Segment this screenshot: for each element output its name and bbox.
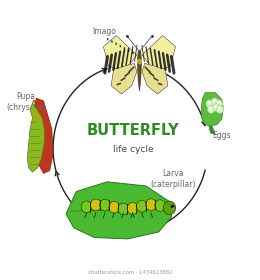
Text: life cycle: life cycle — [113, 145, 153, 154]
Polygon shape — [142, 36, 176, 72]
Circle shape — [213, 104, 220, 111]
Polygon shape — [137, 51, 141, 91]
Polygon shape — [201, 93, 223, 126]
Circle shape — [136, 200, 147, 212]
Text: Pupa
(chrysalis): Pupa (chrysalis) — [6, 92, 46, 113]
Polygon shape — [111, 40, 113, 43]
Circle shape — [81, 201, 92, 213]
Polygon shape — [142, 63, 168, 94]
Circle shape — [207, 106, 215, 113]
Polygon shape — [66, 182, 172, 239]
Polygon shape — [132, 51, 134, 54]
Polygon shape — [209, 126, 216, 134]
Polygon shape — [34, 98, 53, 173]
Polygon shape — [107, 38, 108, 41]
Text: BUTTERFLY: BUTTERFLY — [87, 123, 179, 138]
Polygon shape — [103, 36, 137, 72]
Polygon shape — [115, 42, 117, 45]
Circle shape — [109, 201, 120, 213]
Polygon shape — [128, 49, 129, 52]
Circle shape — [163, 201, 176, 214]
Circle shape — [90, 199, 101, 211]
Text: shutterstock.com · 1434613682: shutterstock.com · 1434613682 — [88, 270, 173, 275]
Circle shape — [155, 200, 166, 211]
Polygon shape — [27, 104, 45, 172]
Circle shape — [127, 203, 138, 214]
Text: Larva
(caterpillar): Larva (caterpillar) — [150, 169, 196, 189]
Polygon shape — [111, 63, 137, 94]
Circle shape — [100, 199, 110, 211]
Circle shape — [211, 98, 218, 106]
Text: Imago: Imago — [93, 27, 116, 36]
Circle shape — [206, 100, 213, 108]
Polygon shape — [124, 47, 125, 50]
Circle shape — [146, 199, 157, 211]
Polygon shape — [120, 45, 121, 48]
Circle shape — [216, 106, 224, 113]
Text: Eggs: Eggs — [213, 131, 231, 140]
Circle shape — [215, 100, 223, 108]
Circle shape — [118, 203, 129, 215]
